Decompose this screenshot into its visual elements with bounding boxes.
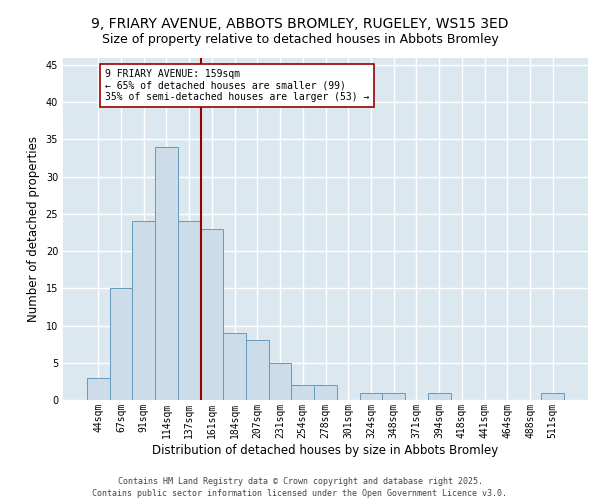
Text: 9 FRIARY AVENUE: 159sqm
← 65% of detached houses are smaller (99)
35% of semi-de: 9 FRIARY AVENUE: 159sqm ← 65% of detache… (105, 68, 370, 102)
Bar (133, 222, 155, 400)
Bar (246, 340, 269, 400)
Bar (87, 378, 110, 400)
Bar (110, 288, 133, 400)
Bar (314, 385, 337, 400)
Bar (155, 147, 178, 400)
X-axis label: Distribution of detached houses by size in Abbots Bromley: Distribution of detached houses by size … (152, 444, 499, 456)
Text: 9, FRIARY AVENUE, ABBOTS BROMLEY, RUGELEY, WS15 3ED: 9, FRIARY AVENUE, ABBOTS BROMLEY, RUGELE… (91, 18, 509, 32)
Text: Contains HM Land Registry data © Crown copyright and database right 2025.
Contai: Contains HM Land Registry data © Crown c… (92, 476, 508, 498)
Bar (428, 392, 451, 400)
Bar (359, 392, 382, 400)
Y-axis label: Number of detached properties: Number of detached properties (27, 136, 40, 322)
Bar (269, 363, 292, 400)
Bar (292, 385, 314, 400)
Bar (541, 392, 564, 400)
Bar (178, 222, 200, 400)
Text: Size of property relative to detached houses in Abbots Bromley: Size of property relative to detached ho… (101, 32, 499, 46)
Bar (382, 392, 405, 400)
Bar (223, 333, 246, 400)
Bar (200, 229, 223, 400)
